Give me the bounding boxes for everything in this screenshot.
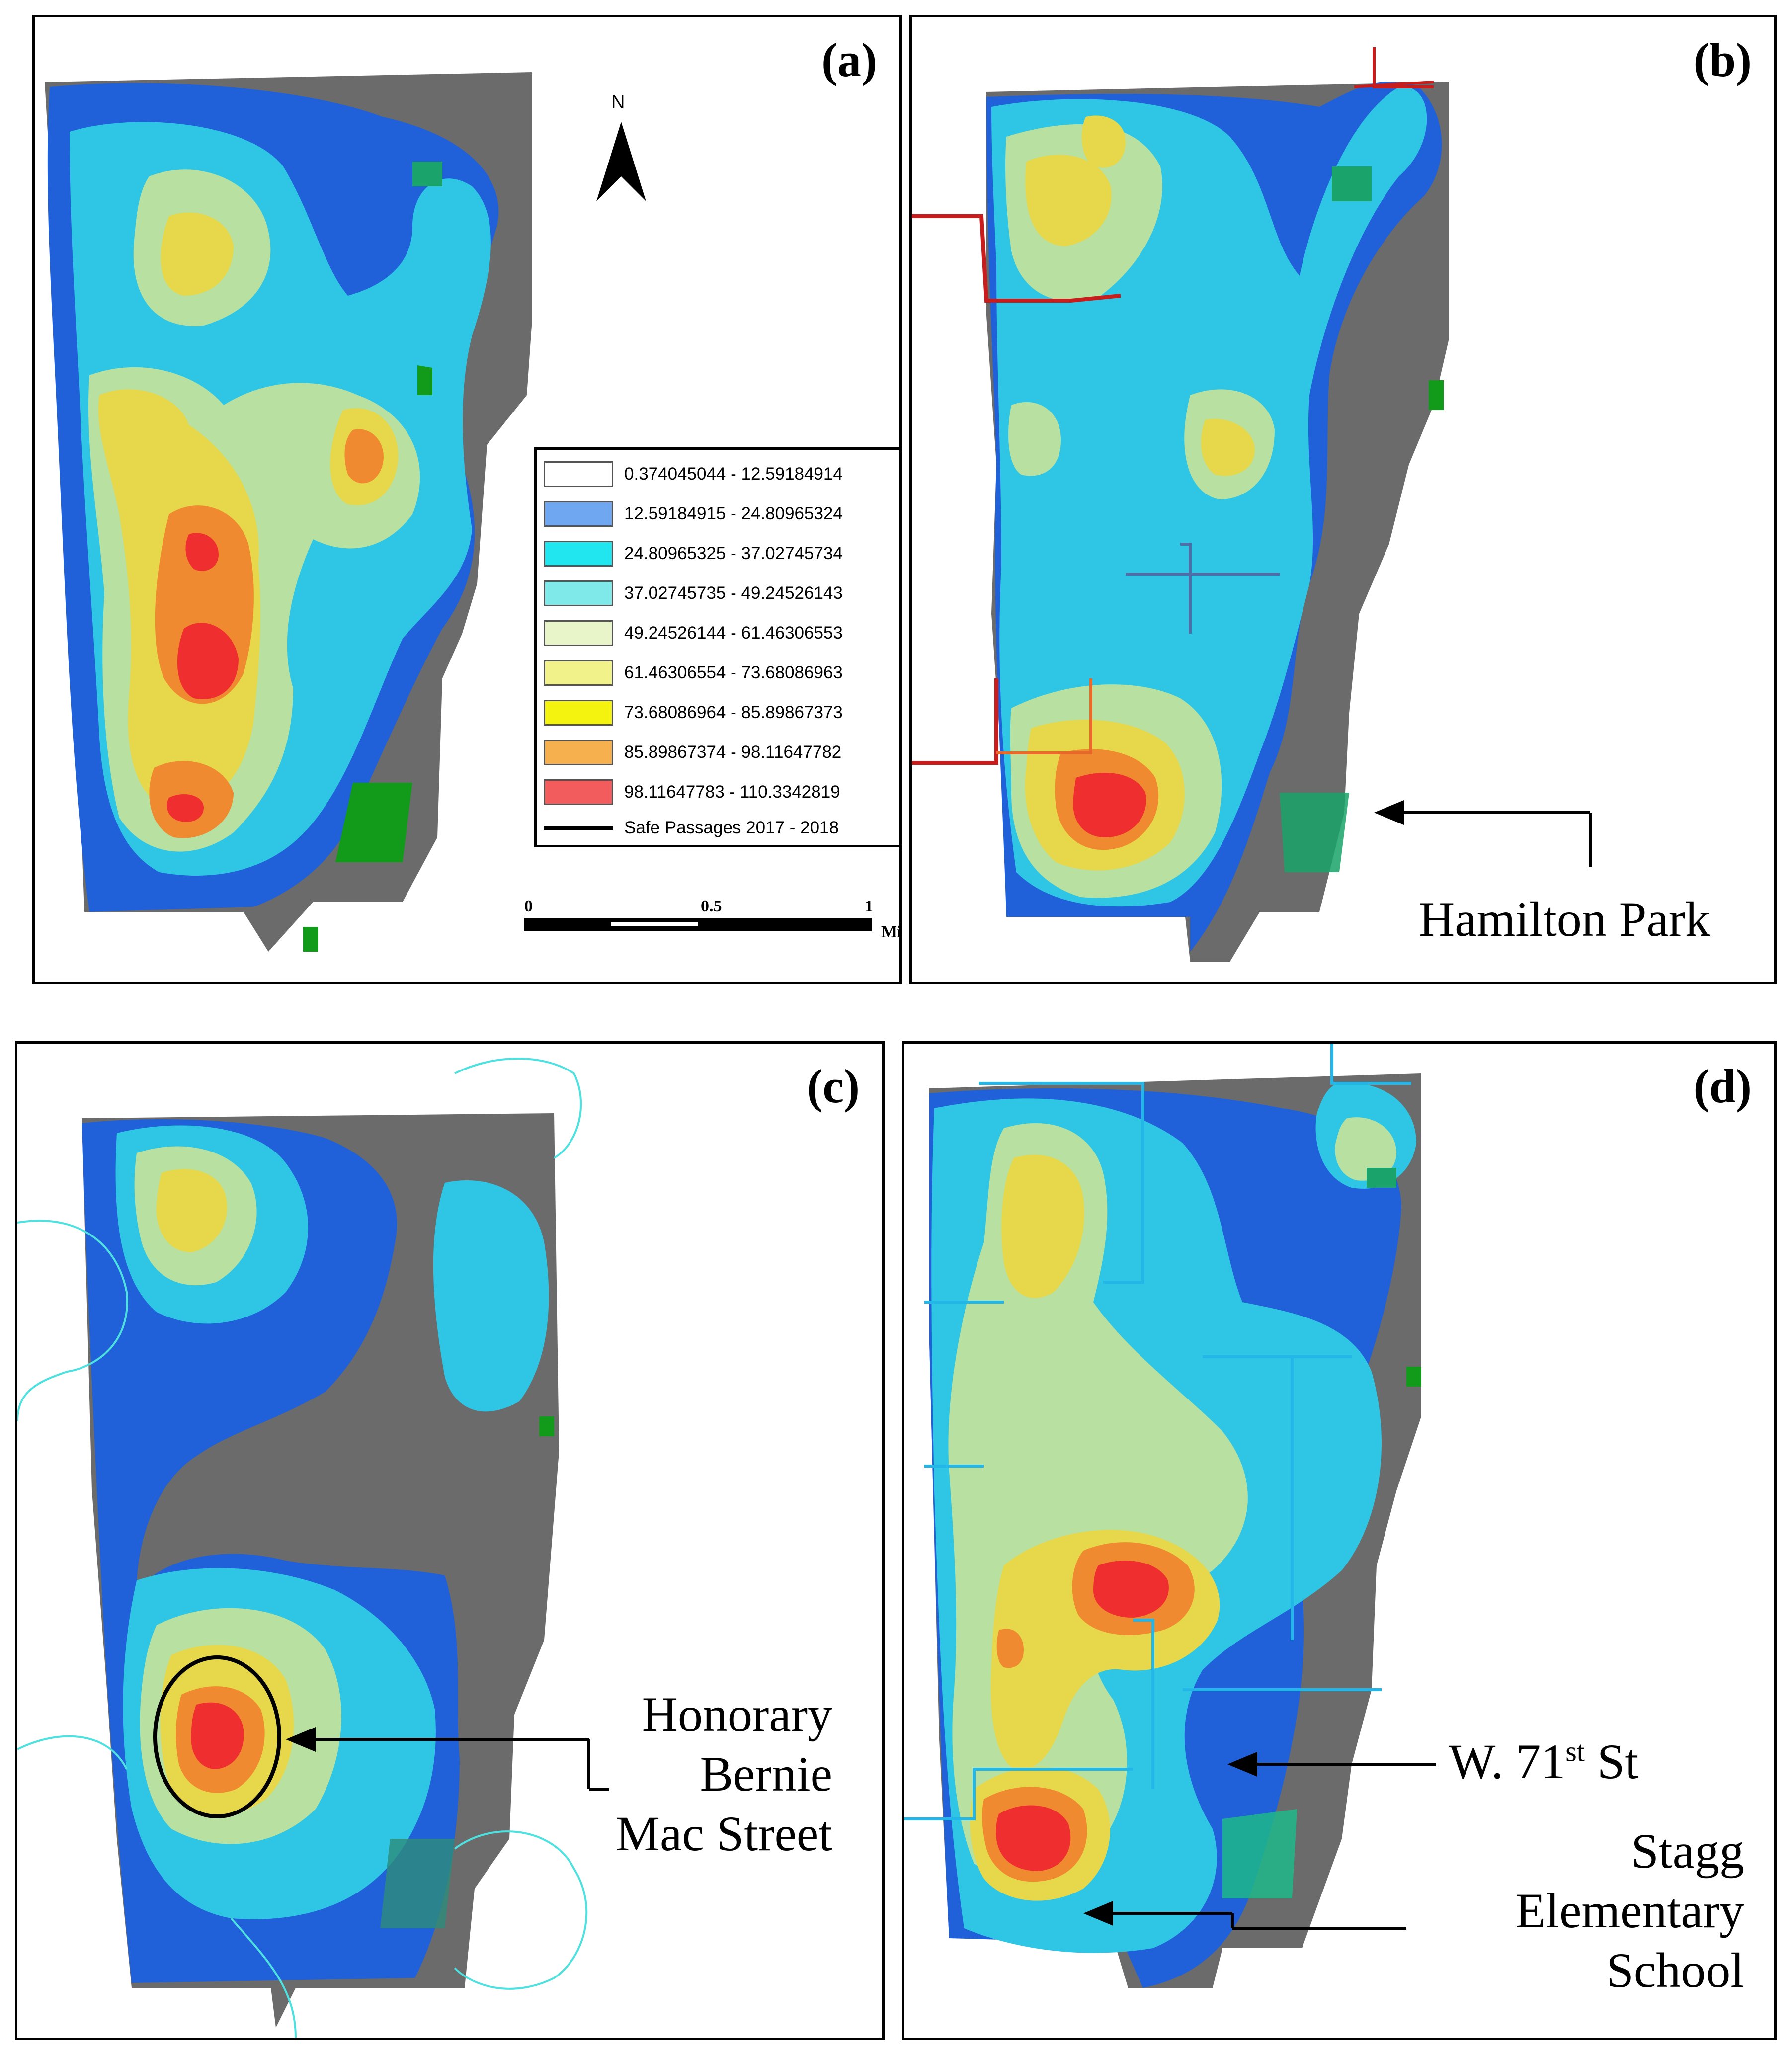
legend-label: Safe Passages 2017 - 2018 — [624, 818, 839, 837]
stagg-line-3: School — [1606, 1943, 1744, 1998]
north-arrow-letter: N — [611, 92, 625, 113]
legend-class-1: 0.374045044 - 12.59184914 — [544, 459, 843, 490]
legend-class-8: 85.89867374 - 98.11647782 — [544, 737, 841, 768]
legend: 0.374045044 - 12.59184914 12.59184915 - … — [534, 447, 899, 847]
legend-label: 85.89867374 - 98.11647782 — [624, 742, 842, 762]
panel-b-label: (b) — [1693, 33, 1752, 86]
legend-label: 73.68086964 - 85.89867373 — [624, 703, 843, 722]
panel-d-label: (d) — [1693, 1060, 1752, 1113]
legend-swatch — [544, 620, 613, 646]
heatmap-c — [17, 1058, 588, 2038]
legend-class-4: 37.02745735 - 49.24526143 — [544, 578, 843, 609]
panel-a-label: (a) — [821, 33, 877, 86]
panel-b: (b) Hamilton Park — [909, 15, 1777, 984]
legend-swatch — [544, 461, 613, 487]
panel-c-label: (c) — [807, 1060, 860, 1113]
legend-line-swatch — [544, 826, 613, 830]
scale-tick-mid: 0.5 — [701, 897, 722, 915]
scale-tick-0: 0 — [524, 897, 533, 915]
bernie-label-line-2: Bernie — [700, 1746, 832, 1802]
panel-a: (a) N 0.374045044 - 12.59184914 12.59184… — [32, 15, 902, 984]
panel-c: (c) Honorary Bernie Mac Street — [15, 1041, 885, 2040]
legend-label: 61.46306554 - 73.68086963 — [624, 663, 843, 682]
legend-swatch — [544, 501, 613, 527]
stagg-line-2: Elementary — [1515, 1883, 1744, 1938]
legend-class-7: 73.68086964 - 85.89867373 — [544, 697, 843, 728]
stagg-elementary-label: Stagg Elementary School — [1515, 1821, 1744, 2000]
bernie-label-line-3: Mac Street — [616, 1806, 832, 1861]
bernie-mac-street-label: Honorary Bernie Mac Street — [616, 1685, 832, 1864]
legend-swatch — [544, 740, 613, 765]
north-arrow-shape — [596, 122, 646, 201]
legend-swatch — [544, 779, 613, 805]
stagg-line-1: Stagg — [1631, 1823, 1744, 1879]
hamilton-park-label: Hamilton Park — [1419, 892, 1711, 947]
heatmap-b — [912, 47, 1449, 962]
legend-class-6: 61.46306554 - 73.68086963 — [544, 658, 843, 688]
legend-label: 24.80965325 - 37.02745734 — [624, 544, 843, 563]
legend-line-entry: Safe Passages 2017 - 2018 — [544, 813, 839, 843]
legend-label: 37.02745735 - 49.24526143 — [624, 583, 843, 603]
heatmap-a — [45, 72, 532, 952]
panel-d: (d) W. 71st St Stagg Elementary School — [902, 1041, 1777, 2040]
scale-unit: Mi. — [881, 923, 902, 941]
scale-bar: 0 0.5 1 Mi. — [524, 897, 902, 947]
bernie-label-line-1: Honorary — [642, 1687, 832, 1742]
legend-swatch — [544, 700, 613, 726]
w71st-label: W. 71st St — [1449, 1732, 1638, 1792]
legend-label: 12.59184915 - 24.80965324 — [624, 504, 843, 523]
legend-swatch — [544, 580, 613, 606]
legend-swatch — [544, 660, 613, 686]
legend-class-5: 49.24526144 - 61.46306553 — [544, 618, 843, 649]
w71st-end: St — [1584, 1734, 1639, 1789]
scale-bar-graphic — [524, 918, 872, 931]
legend-class-9: 98.11647783 - 110.3342819 — [544, 777, 840, 808]
w71st-main: W. 71 — [1449, 1734, 1566, 1789]
w71st-sup: st — [1565, 1735, 1585, 1768]
legend-label: 0.374045044 - 12.59184914 — [624, 464, 843, 484]
legend-label: 98.11647783 - 110.3342819 — [624, 782, 840, 802]
legend-class-3: 24.80965325 - 37.02745734 — [544, 538, 843, 569]
legend-class-2: 12.59184915 - 24.80965324 — [544, 498, 843, 529]
legend-label: 49.24526144 - 61.46306553 — [624, 623, 843, 643]
scale-tick-end: 1 — [865, 897, 873, 915]
north-arrow-icon: N — [591, 92, 661, 211]
legend-swatch — [544, 541, 613, 567]
